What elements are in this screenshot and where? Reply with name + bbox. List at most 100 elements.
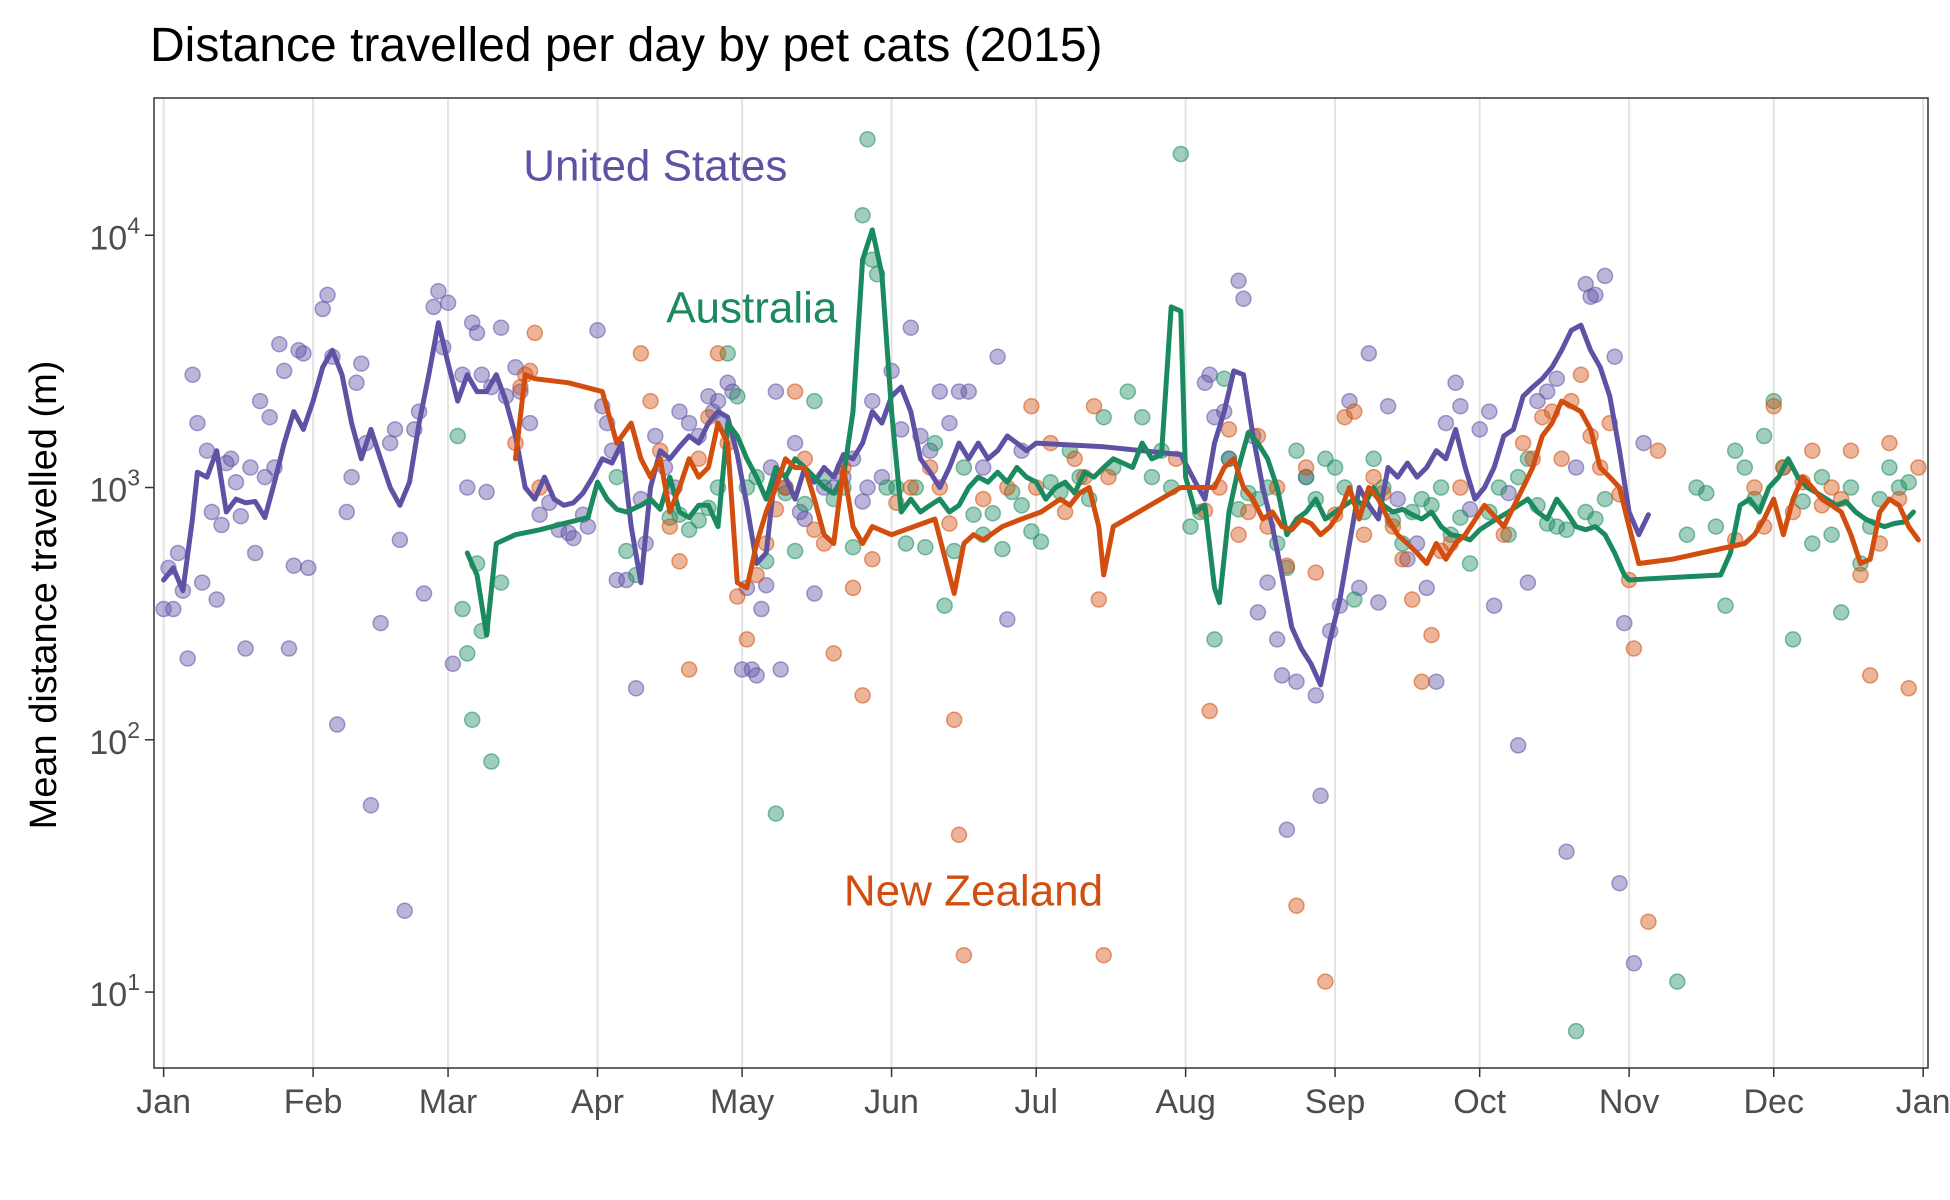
data-point [1370, 594, 1387, 611]
data-point [1288, 897, 1305, 914]
data-point [1100, 468, 1117, 486]
data-point [1230, 272, 1247, 290]
data-point [806, 392, 823, 410]
data-point [1678, 526, 1696, 543]
data-point [459, 479, 476, 496]
data-point [1240, 503, 1257, 521]
data-point [1538, 383, 1556, 400]
series-label: New Zealand [844, 867, 1103, 916]
data-point [671, 403, 688, 420]
data-point [1519, 574, 1537, 591]
data-point [1003, 483, 1021, 501]
data-point [237, 640, 254, 657]
data-point [719, 374, 736, 392]
data-point [786, 383, 804, 400]
data-point [328, 716, 346, 733]
data-point [1365, 450, 1382, 468]
data-point [468, 324, 486, 342]
data-point [955, 459, 973, 476]
data-point [1133, 408, 1151, 426]
data-point [1842, 442, 1860, 459]
x-tick-label: Dec [1744, 1083, 1804, 1121]
data-point [1249, 604, 1267, 621]
data-point [1452, 479, 1469, 496]
data-point [193, 574, 211, 591]
data-point [854, 687, 871, 704]
series-line [464, 227, 1916, 638]
data-point [1172, 145, 1190, 163]
data-point [300, 559, 317, 577]
data-point [618, 542, 635, 560]
data-point [454, 600, 471, 618]
data-point [618, 571, 635, 589]
data-point [1230, 526, 1247, 543]
chart-title: Distance travelled per day by pet cats (… [150, 19, 1103, 72]
data-point [1485, 597, 1503, 614]
data-point [1509, 737, 1527, 754]
data-point [463, 314, 481, 331]
y-tick-base: 10 [89, 724, 127, 762]
data-point [786, 434, 804, 452]
data-point [859, 479, 876, 496]
data-point [786, 542, 804, 560]
data-point [1500, 526, 1517, 543]
data-point [926, 434, 944, 452]
data-point [1688, 479, 1705, 496]
data-point [1804, 442, 1821, 459]
y-tick-base: 10 [89, 219, 127, 257]
data-point [1307, 564, 1325, 581]
data-point [1669, 973, 1686, 990]
data-point [1182, 518, 1199, 535]
x-tick-label: Oct [1453, 1083, 1506, 1121]
x-tick-label: Jul [1014, 1083, 1057, 1121]
data-point [994, 540, 1011, 558]
data-point [1842, 479, 1860, 496]
data-point [1346, 591, 1363, 608]
data-point [492, 574, 510, 591]
data-point [1794, 493, 1811, 510]
data-point [1413, 673, 1431, 690]
data-point [381, 434, 399, 452]
data-point [1890, 479, 1908, 496]
data-point [1587, 286, 1604, 304]
data-point [1413, 490, 1431, 508]
data-point [463, 711, 481, 729]
data-point [729, 588, 746, 605]
data-point [1529, 392, 1546, 410]
data-point [1013, 497, 1030, 514]
data-point [1220, 421, 1238, 438]
data-point [285, 557, 303, 574]
y-tick-base: 10 [89, 472, 127, 510]
data-point [1235, 290, 1252, 308]
data-point [1746, 479, 1763, 496]
data-point [242, 459, 259, 476]
data-point [1596, 490, 1614, 508]
data-point [767, 805, 785, 822]
x-axis: Jan Feb Mar Apr May Jun Jul Aug Sep Oct Nov Dec Jan [136, 1068, 1950, 1121]
data-point [1095, 408, 1112, 426]
data-point [386, 421, 404, 438]
data-point [338, 503, 356, 521]
data-point [1379, 397, 1397, 415]
y-tick-label: 104 [89, 212, 140, 257]
data-point [1452, 397, 1469, 415]
data-point [936, 597, 953, 614]
data-point [1365, 468, 1382, 486]
data-point [1625, 955, 1643, 972]
data-point [1832, 604, 1850, 621]
data-point [1278, 821, 1296, 838]
data-point [1823, 479, 1840, 496]
data-point [1698, 484, 1715, 502]
data-point [864, 392, 881, 410]
data-point [1736, 459, 1754, 476]
data-point [1548, 518, 1566, 535]
y-tick-exponent: 4 [127, 212, 140, 238]
series-label: Australia [666, 284, 838, 333]
data-point [449, 427, 466, 445]
data-point [1823, 526, 1840, 543]
data-point [1784, 631, 1802, 648]
gridlines [162, 98, 1925, 1068]
data-point [391, 531, 409, 549]
x-tick-label: Apr [571, 1083, 624, 1121]
